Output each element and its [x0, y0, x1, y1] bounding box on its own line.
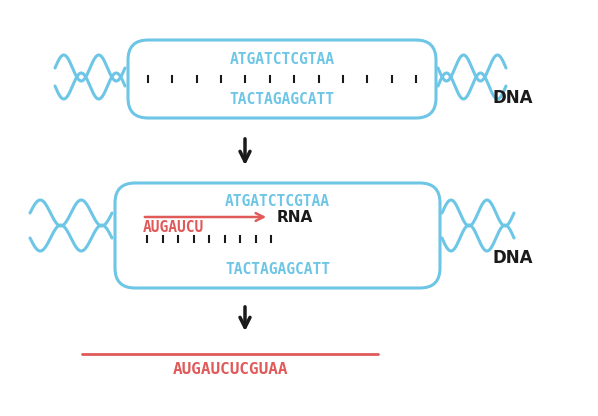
Text: TACTAGAGCATT: TACTAGAGCATT	[230, 92, 334, 106]
FancyBboxPatch shape	[115, 183, 440, 288]
Text: DNA: DNA	[493, 89, 533, 107]
Text: AUGAUCU: AUGAUCU	[143, 220, 205, 235]
Text: ATGATCTCGTAA: ATGATCTCGTAA	[230, 52, 334, 67]
FancyBboxPatch shape	[128, 40, 436, 118]
Text: DNA: DNA	[493, 249, 533, 267]
Text: RNA: RNA	[277, 210, 313, 225]
Text: ATGATCTCGTAA: ATGATCTCGTAA	[225, 193, 330, 208]
Text: AUGAUCUCGUAA: AUGAUCUCGUAA	[172, 362, 288, 377]
Text: TACTAGAGCATT: TACTAGAGCATT	[225, 262, 330, 277]
